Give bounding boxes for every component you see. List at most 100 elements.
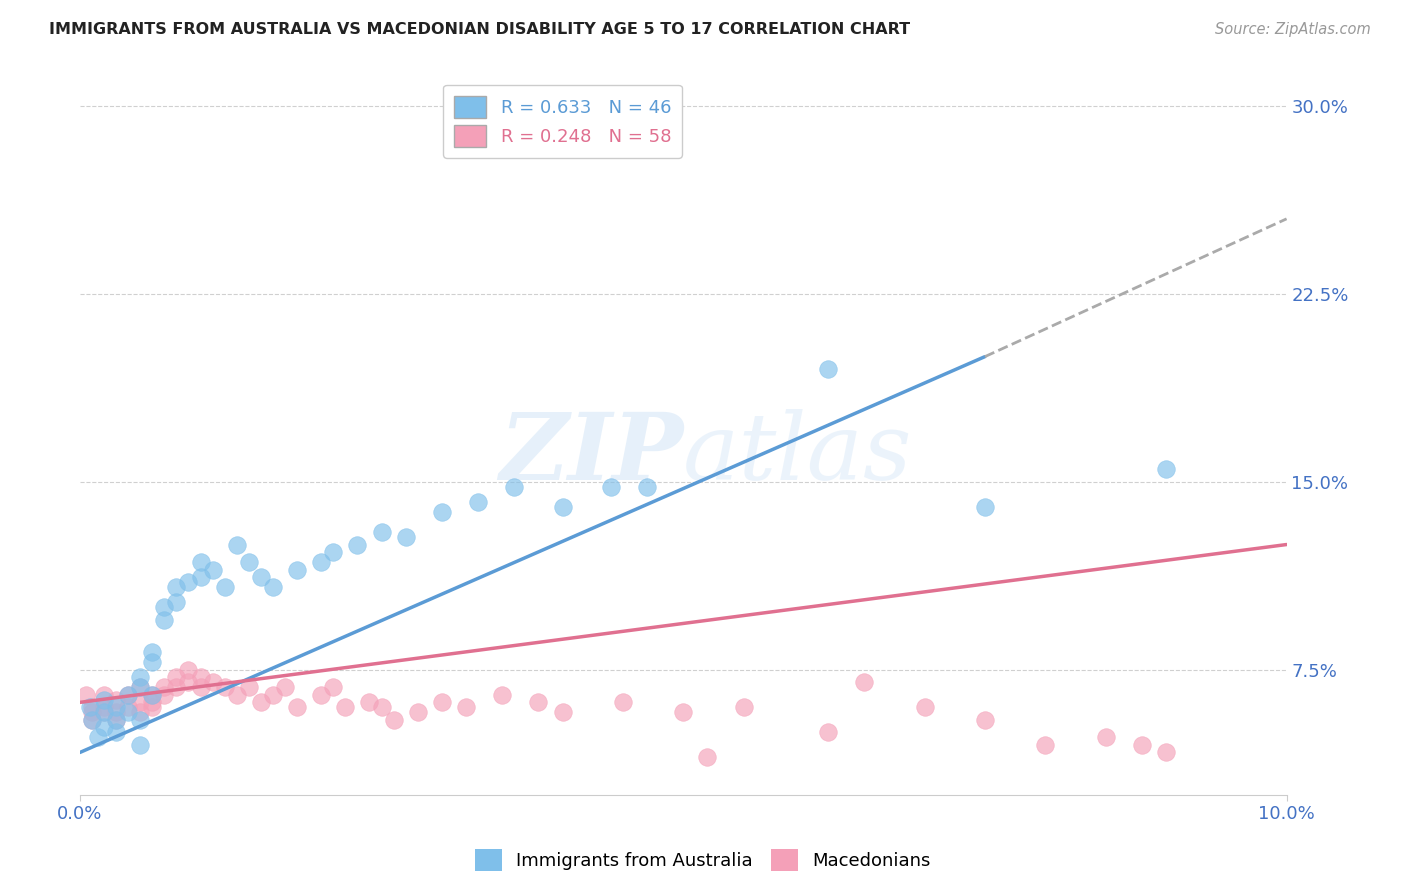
Point [1130,738,1153,752]
Point [346,537,368,551]
Point [177,575,200,590]
Point [129,738,152,752]
Point [974,500,997,514]
Point [406,706,429,720]
Point [177,675,200,690]
Point [190,681,212,695]
Point [322,681,344,695]
Point [1094,731,1116,745]
Point [527,695,550,709]
Point [974,713,997,727]
Point [165,580,187,594]
Point [141,688,163,702]
Point [285,700,308,714]
Point [129,713,152,727]
Point [238,555,260,569]
Point [309,555,332,569]
Point [153,688,176,702]
Point [1033,738,1056,752]
Legend: R = 0.633   N = 46, R = 0.248   N = 58: R = 0.633 N = 46, R = 0.248 N = 58 [443,85,682,158]
Point [165,595,187,609]
Point [285,563,308,577]
Point [612,695,634,709]
Point [177,663,200,677]
Point [250,695,273,709]
Point [80,706,103,720]
Point [129,681,152,695]
Point [117,688,139,702]
Point [105,713,128,727]
Point [491,688,513,702]
Point [395,530,418,544]
Text: atlas: atlas [683,409,912,499]
Point [75,688,97,702]
Point [262,580,284,594]
Point [153,613,176,627]
Point [190,570,212,584]
Point [551,706,574,720]
Point [359,695,381,709]
Point [817,725,839,739]
Point [370,524,392,539]
Point [79,700,101,714]
Point [93,700,115,714]
Point [1154,746,1177,760]
Point [129,681,152,695]
Point [201,563,224,577]
Point [430,505,453,519]
Point [467,495,489,509]
Point [599,480,621,494]
Point [190,555,212,569]
Point [274,681,297,695]
Text: IMMIGRANTS FROM AUSTRALIA VS MACEDONIAN DISABILITY AGE 5 TO 17 CORRELATION CHART: IMMIGRANTS FROM AUSTRALIA VS MACEDONIAN … [49,22,910,37]
Point [153,600,176,615]
Point [80,700,103,714]
Point [80,713,103,727]
Point [430,695,453,709]
Point [93,693,115,707]
Point [80,713,103,727]
Point [93,706,115,720]
Point [1154,462,1177,476]
Point [141,695,163,709]
Point [105,700,128,714]
Point [129,695,152,709]
Point [93,706,115,720]
Point [238,681,260,695]
Point [141,700,163,714]
Point [382,713,405,727]
Point [129,706,152,720]
Text: ZIP: ZIP [499,409,683,499]
Point [733,700,755,714]
Point [250,570,273,584]
Point [117,688,139,702]
Point [454,700,477,714]
Point [105,706,128,720]
Point [322,545,344,559]
Point [672,706,695,720]
Point [105,713,128,727]
Point [201,675,224,690]
Legend: Immigrants from Australia, Macedonians: Immigrants from Australia, Macedonians [468,842,938,879]
Point [853,675,876,690]
Point [190,670,212,684]
Point [636,480,658,494]
Point [225,537,247,551]
Point [696,750,718,764]
Point [309,688,332,702]
Point [141,688,163,702]
Point [105,693,128,707]
Point [551,500,574,514]
Text: Source: ZipAtlas.com: Source: ZipAtlas.com [1215,22,1371,37]
Point [262,688,284,702]
Point [503,480,526,494]
Point [93,720,115,734]
Point [165,681,187,695]
Point [141,645,163,659]
Point [165,670,187,684]
Point [214,580,236,594]
Point [129,670,152,684]
Point [914,700,936,714]
Point [153,681,176,695]
Point [93,688,115,702]
